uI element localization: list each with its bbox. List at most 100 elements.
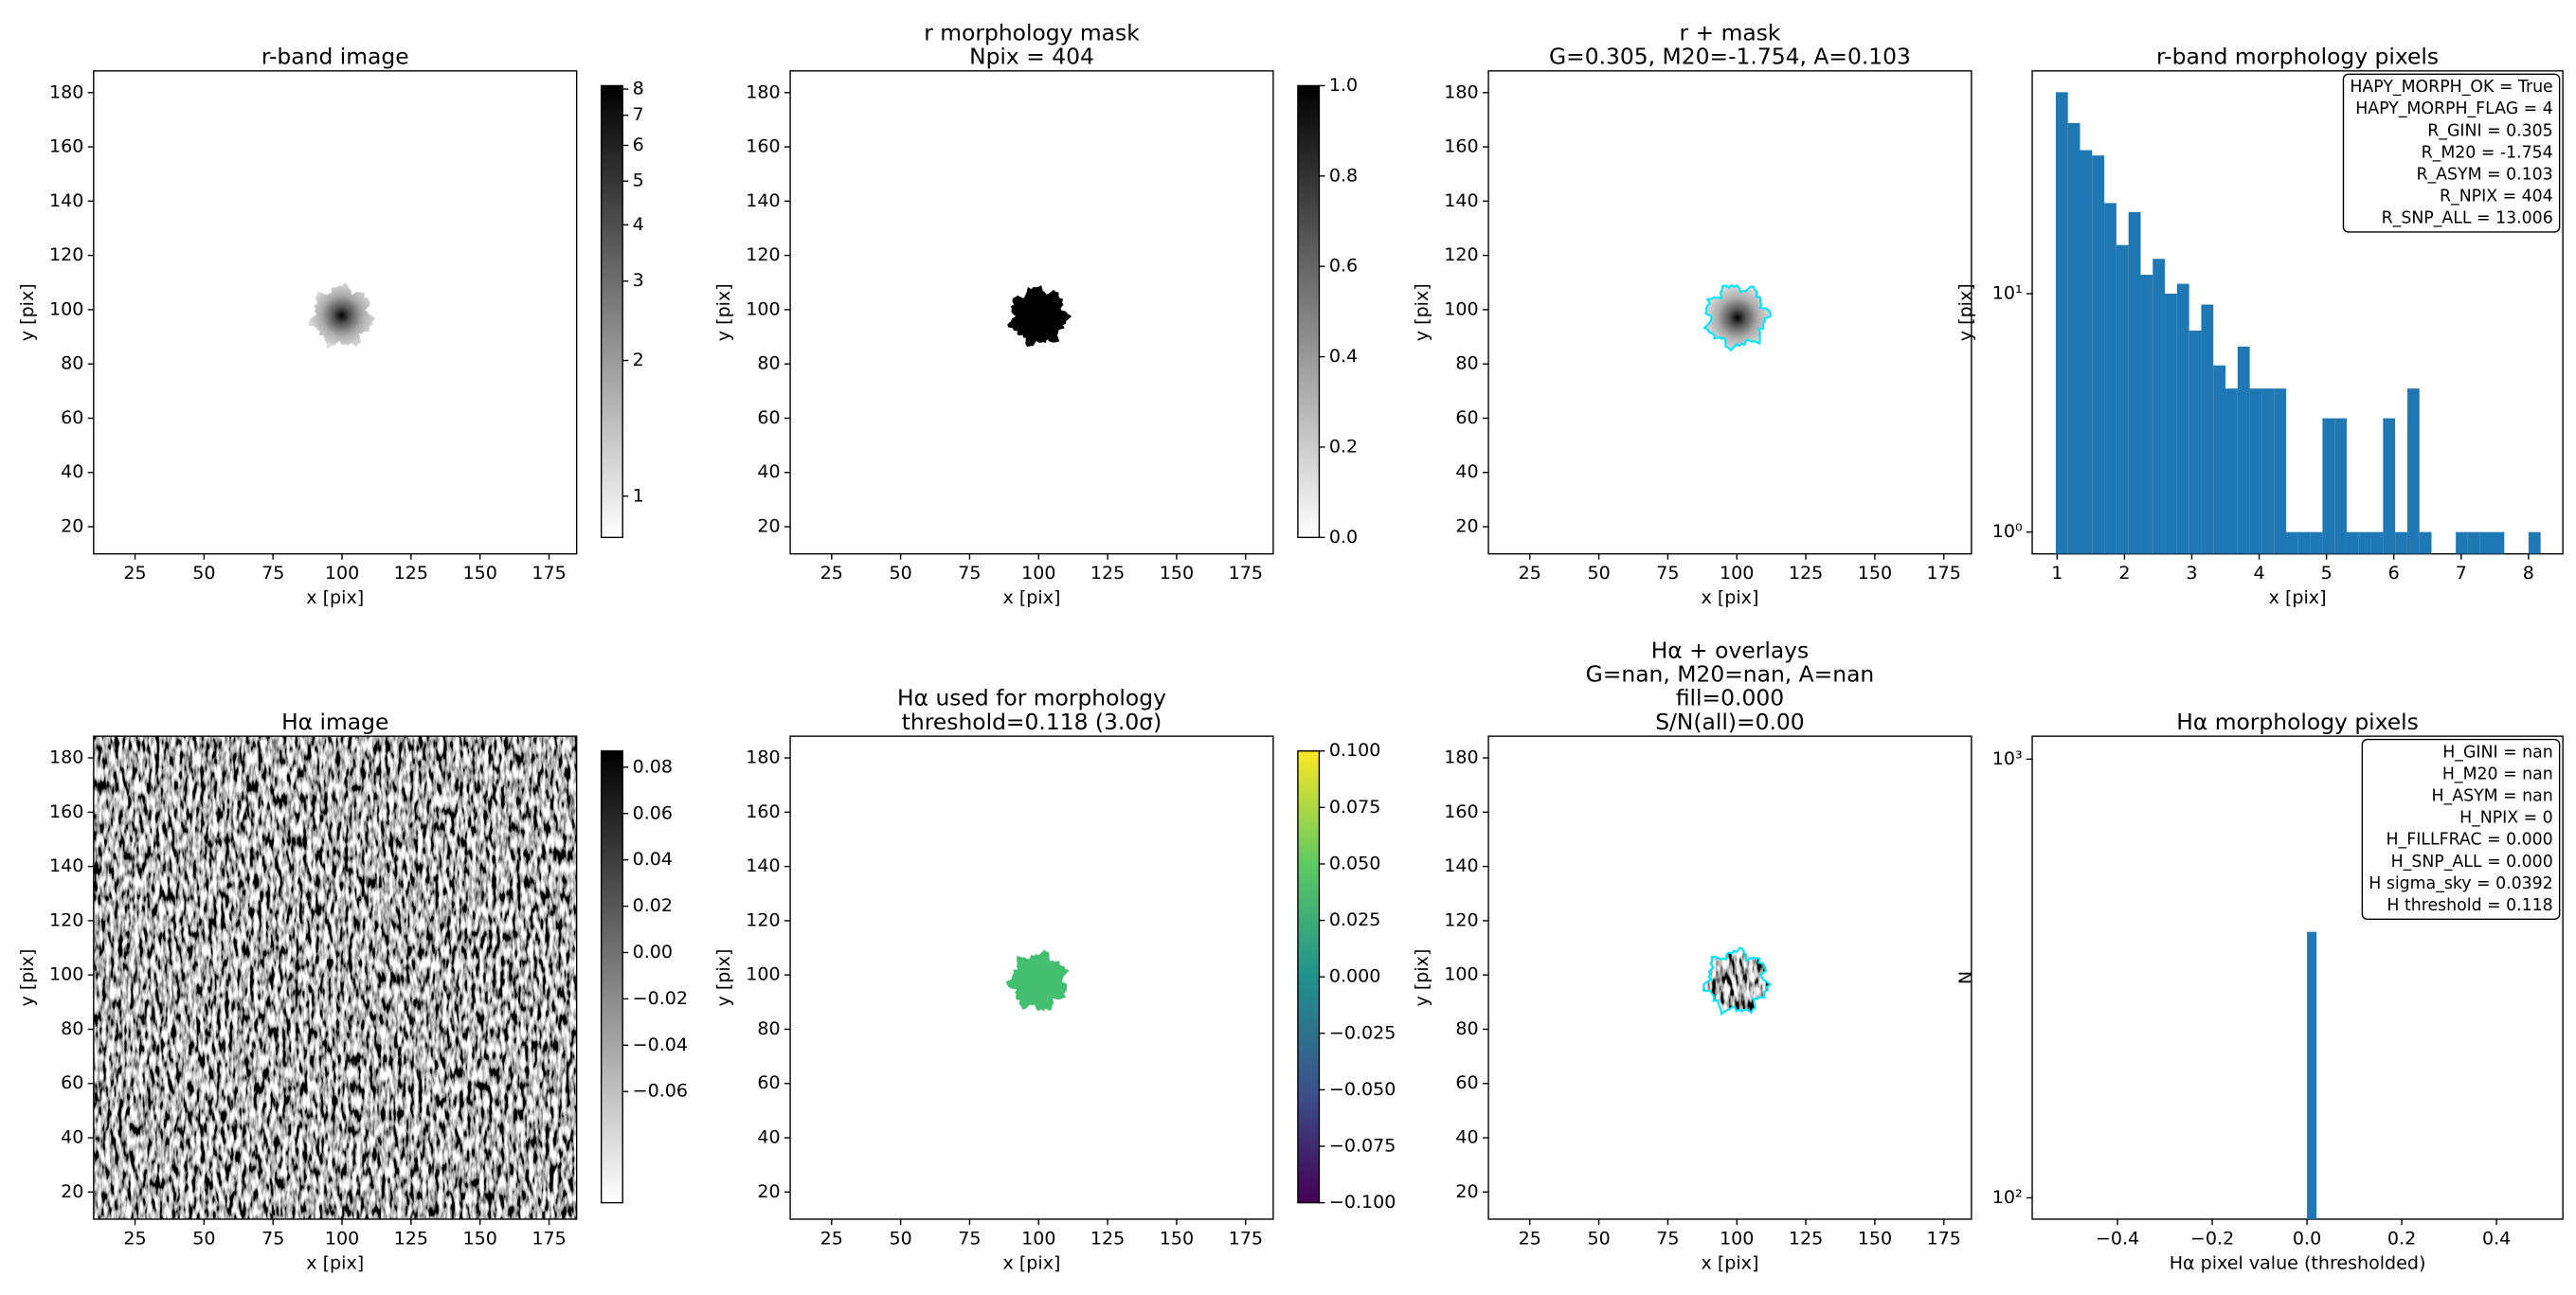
bar xyxy=(2153,259,2166,554)
annotation-box xyxy=(2342,73,2561,233)
panel-title: G=0.305, M20=-1.754, A=0.103 xyxy=(1549,43,1911,69)
y-tick-label: 100 xyxy=(746,964,780,985)
y-tick-label: 140 xyxy=(746,855,780,876)
bar xyxy=(2261,388,2275,554)
x-tick-label: 100 xyxy=(1720,1228,1754,1249)
y-tick-label: 60 xyxy=(61,1072,83,1093)
y-tick-label: 20 xyxy=(757,516,780,537)
y-tick-label: 160 xyxy=(49,136,83,157)
bar xyxy=(2285,531,2298,554)
panel-title: G=nan, M20=nan, A=nan xyxy=(1586,660,1875,687)
y-tick-label: 60 xyxy=(1455,1072,1478,1093)
colorbar-tick-label: 0.8 xyxy=(1329,165,1358,186)
bar xyxy=(2395,531,2407,554)
bar xyxy=(2297,531,2311,554)
bar xyxy=(2274,388,2286,554)
y-tick-label: 120 xyxy=(49,244,83,265)
y-tick-label: 20 xyxy=(1455,1181,1478,1202)
bar xyxy=(2225,388,2238,554)
colorbar xyxy=(1297,84,1321,539)
annotation-line: H_ASYM = nan xyxy=(2432,787,2553,806)
x-tick-label: 125 xyxy=(1090,563,1125,584)
y-tick-label: 40 xyxy=(61,461,83,482)
y-tick-label: 100 xyxy=(746,298,780,319)
annotation-line: H_GINI = nan xyxy=(2442,743,2552,762)
y-tick-label: 60 xyxy=(61,407,83,428)
panel: 25 50 75 100 125 150 175 20 40 60 80 100 120 140 160 18… xyxy=(1412,19,1973,608)
x-tick-label: −0.2 xyxy=(2190,1228,2234,1249)
bar xyxy=(2128,211,2141,554)
y-tick-label: 120 xyxy=(1444,909,1478,930)
x-tick-label: 150 xyxy=(462,1228,496,1249)
y-tick-label: 180 xyxy=(1444,747,1478,768)
colorbar-tick-label: 0.025 xyxy=(1329,909,1381,930)
y-tick-label: 180 xyxy=(746,81,780,102)
y-tick-label: 80 xyxy=(1455,353,1478,374)
y-tick-label: 80 xyxy=(61,1018,83,1039)
y-tick-label: 80 xyxy=(757,1018,780,1039)
colorbar-tick-label: −0.06 xyxy=(633,1081,688,1102)
panel: 25 50 75 100 125 150 175 20 40 60 80 100 120 140 160 18… xyxy=(1412,637,1973,1273)
colorbar-tick-label: −0.100 xyxy=(1329,1192,1396,1213)
annotation-line: H sigma_sky = 0.0392 xyxy=(2369,874,2552,893)
y-tick-label: 20 xyxy=(61,516,83,537)
y-tick-label: 140 xyxy=(1444,190,1478,211)
x-tick-label: 7 xyxy=(2456,563,2467,584)
annotation-line: HAPY_MORPH_OK = True xyxy=(2350,78,2552,97)
colorbar-tick-label: 0.000 xyxy=(1329,966,1381,987)
colorbar-tick-label: −0.075 xyxy=(1329,1136,1396,1157)
x-tick-label: 25 xyxy=(123,1228,146,1249)
x-tick-label: 25 xyxy=(1519,1228,1541,1249)
x-axis-label: x [pix] xyxy=(1702,587,1759,608)
y-axis-label: y [pix] xyxy=(713,283,734,341)
x-tick-label: 75 xyxy=(958,1228,981,1249)
y-tick-label: 60 xyxy=(757,1072,780,1093)
bar xyxy=(2467,531,2480,554)
x-tick-label: 125 xyxy=(1789,563,1823,584)
y-tick-label: 180 xyxy=(49,747,83,768)
y-axis-label: y [pix] xyxy=(17,283,38,341)
mask xyxy=(1007,285,1072,348)
x-axis-label: x [pix] xyxy=(306,587,364,608)
x-tick-label: 175 xyxy=(531,563,566,584)
y-tick-label: 140 xyxy=(49,190,83,211)
source xyxy=(307,281,376,350)
y-tick-label: 40 xyxy=(757,1127,780,1148)
colorbar-tick-label: 0.2 xyxy=(1329,436,1358,457)
x-tick-label: 25 xyxy=(820,563,843,584)
axes-frame xyxy=(789,70,1274,555)
y-tick-label: 140 xyxy=(1444,855,1478,876)
y-tick-label: 10² xyxy=(1992,1187,2023,1208)
x-axis-label: x [pix] xyxy=(306,1252,364,1273)
bar xyxy=(2310,531,2323,554)
y-tick-label: 60 xyxy=(1455,407,1478,428)
x-tick-label: −0.4 xyxy=(2096,1228,2139,1249)
y-axis-label: y [pix] xyxy=(713,949,734,1007)
x-tick-label: 75 xyxy=(1656,563,1679,584)
colorbar-tick-label: 7 xyxy=(633,104,644,125)
x-tick-label: 50 xyxy=(192,1228,215,1249)
x-axis-label: x [pix] xyxy=(1702,1252,1759,1273)
y-tick-label: 180 xyxy=(49,81,83,102)
bar xyxy=(2080,150,2093,554)
annotation-line: R_GINI = 0.305 xyxy=(2427,121,2552,140)
colorbar-tick-label: 1 xyxy=(633,485,644,506)
panel-title: Hα + overlays xyxy=(1651,637,1810,663)
panel: 1 2 3 4 5 6 7 8 10⁰ 10¹ x [pix] y [pix] r-band morph… xyxy=(1955,43,2564,608)
colorbar-tick-label: 0.04 xyxy=(633,849,673,870)
y-tick-label: 40 xyxy=(1455,461,1478,482)
y-tick-label: 140 xyxy=(746,190,780,211)
x-tick-label: 125 xyxy=(1090,1228,1125,1249)
bar xyxy=(2370,531,2384,554)
bar xyxy=(2176,283,2189,554)
annotation-line: R_SNP_ALL = 13.006 xyxy=(2382,209,2553,228)
x-tick-label: 0.0 xyxy=(2293,1228,2321,1249)
y-tick-label: 10³ xyxy=(1992,748,2023,769)
source xyxy=(1704,284,1771,351)
colorbar-tick-label: −0.050 xyxy=(1329,1079,1396,1100)
bar xyxy=(2456,531,2468,554)
x-tick-label: 25 xyxy=(123,563,146,584)
bar xyxy=(2249,388,2262,554)
x-tick-label: 150 xyxy=(1858,1228,1892,1249)
panel-title: r morphology mask xyxy=(924,19,1140,45)
